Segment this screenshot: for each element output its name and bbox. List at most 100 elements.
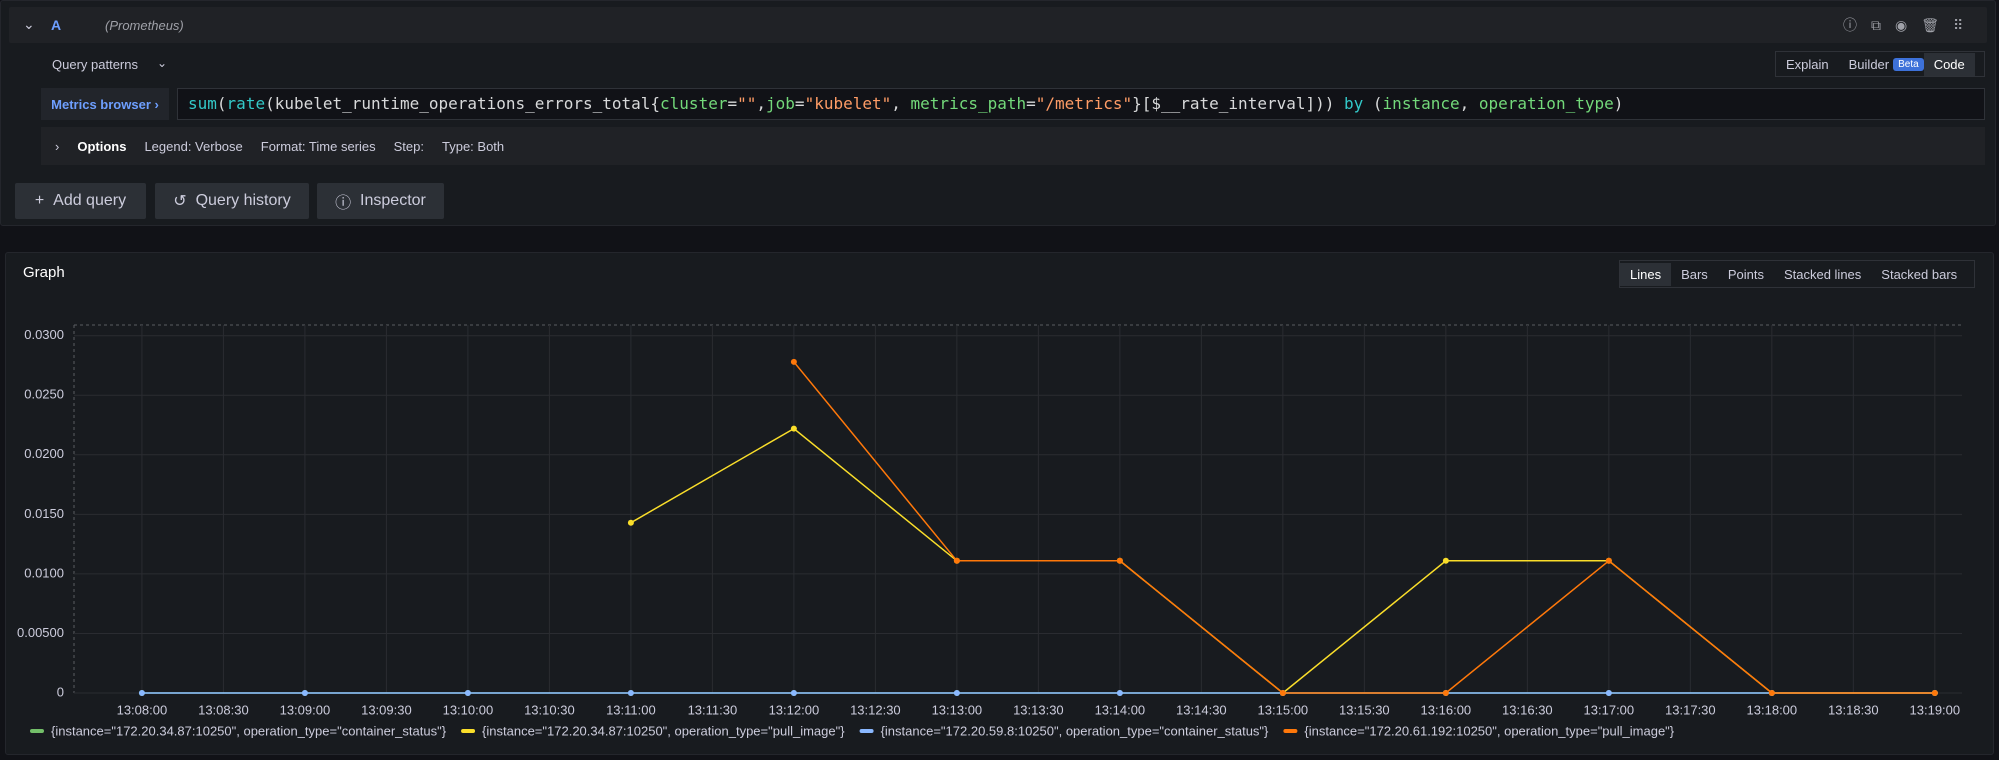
query-token: by — [1344, 94, 1364, 113]
data-point — [953, 690, 960, 696]
query-token: "/metrics" — [1035, 94, 1133, 113]
graph-mode[interactable]: Lines — [1620, 262, 1672, 286]
query-token: operation_type — [1478, 94, 1614, 113]
x-tick-label: 13:14:00 — [1095, 702, 1146, 717]
option: Step: — [393, 138, 424, 154]
metrics-browser[interactable]: Metrics browser › — [41, 88, 169, 120]
query-token: cluster — [660, 94, 728, 113]
button-label: Add query — [53, 192, 127, 209]
query-input[interactable]: sum(rate(kubelet_runtime_operations_erro… — [177, 88, 1985, 120]
data-point — [1279, 690, 1286, 696]
query-token: , — [1459, 94, 1479, 113]
option: Type: Both — [441, 138, 505, 154]
data-point — [1442, 690, 1449, 696]
x-tick-label: 13:18:30 — [1828, 702, 1879, 717]
query-patterns[interactable]: Query patterns — [52, 57, 138, 72]
query-token: rate — [226, 94, 266, 113]
dropdown-icon: ⌄ — [157, 56, 168, 70]
y-tick-label: 0.0150 — [24, 506, 64, 521]
query-token: "" — [737, 94, 757, 113]
query-token: , — [891, 94, 911, 113]
datasource: (Prometheus) — [105, 18, 184, 33]
y-tick-label: 0.0250 — [24, 387, 64, 402]
metrics-browser-label: Metrics browser — [51, 96, 151, 112]
mode-builder[interactable]: Builder — [1848, 56, 1890, 72]
x-tick-label: 13:13:30 — [1013, 702, 1064, 717]
query-header: ⌄ A (Prometheus) ⓘ⧉◉🗑⠿ — [9, 7, 1987, 43]
inspector-button[interactable]: ⓘ Inspector — [317, 183, 444, 219]
query-token: = — [794, 94, 805, 113]
query-token: }[$__rate_interval])) — [1132, 94, 1345, 113]
legend-label: {instance="172.20.34.87:10250", operatio… — [482, 723, 845, 738]
query-history-button[interactable]: ↺ Query history — [155, 183, 309, 219]
x-tick-label: 13:15:30 — [1339, 702, 1390, 717]
data-point — [790, 690, 797, 696]
data-point — [953, 557, 960, 564]
y-tick-label: 0.0300 — [24, 327, 64, 342]
x-tick-label: 13:08:30 — [198, 702, 249, 717]
graph-panel: Graph Lines Bars Points Stacked lines St… — [5, 252, 1994, 755]
legend-swatch — [859, 729, 874, 733]
data-point — [138, 690, 145, 696]
graph-title: Graph — [23, 264, 65, 281]
x-tick-label: 13:14:30 — [1176, 702, 1227, 717]
graph-mode[interactable]: Stacked bars — [1881, 266, 1958, 282]
query-editor: ⌄ A (Prometheus) ⓘ⧉◉🗑⠿ Query patterns ⌄ … — [0, 0, 1996, 226]
x-tick-label: 13:13:00 — [932, 702, 983, 717]
legend-swatch — [461, 729, 476, 733]
x-tick-label: 13:09:00 — [280, 702, 331, 717]
query-token: (kubelet_runtime_operations_errors_total… — [265, 94, 661, 113]
x-tick-label: 13:17:00 — [1584, 702, 1635, 717]
query-token: metrics_path — [910, 94, 1027, 113]
header-icons[interactable]: ⓘ⧉◉🗑⠿ — [1843, 17, 1978, 33]
data-point — [1931, 690, 1938, 696]
x-tick-label: 13:10:00 — [443, 702, 494, 717]
y-tick-label: 0 — [57, 684, 64, 699]
x-tick-label: 13:17:30 — [1665, 702, 1716, 717]
button-label: Query history — [195, 192, 291, 209]
graph-mode[interactable]: Points — [1727, 266, 1764, 282]
data-point — [1605, 690, 1612, 696]
x-tick-label: 13:16:00 — [1421, 702, 1472, 717]
data-point — [1605, 557, 1612, 564]
query-ref: A — [51, 17, 62, 33]
graph-mode[interactable]: Stacked lines — [1783, 266, 1862, 282]
query-token: ) — [1613, 94, 1624, 113]
y-tick-label: 0.0200 — [24, 446, 64, 461]
x-tick-label: 13:08:00 — [117, 702, 168, 717]
query-token: = — [1026, 94, 1036, 113]
query-token: , — [756, 94, 767, 113]
x-tick-label: 13:15:00 — [1258, 702, 1309, 717]
query-token: ( — [216, 94, 227, 113]
legend-swatch — [30, 729, 44, 733]
data-point — [627, 690, 634, 696]
series-line — [793, 361, 1935, 694]
x-tick-label: 13:12:00 — [769, 702, 820, 717]
x-tick-label: 13:10:30 — [524, 702, 575, 717]
beta-badge: Beta — [1893, 57, 1924, 71]
data-point — [301, 690, 308, 696]
chevron: › — [55, 138, 60, 154]
mode-explain[interactable]: Explain — [1786, 56, 1829, 72]
y-tick-label: 0.0100 — [24, 565, 64, 580]
query-token: "kubelet" — [804, 94, 892, 113]
data-point — [790, 358, 797, 365]
query-token: ( — [1363, 94, 1383, 113]
y-tick-label: 0.00500 — [17, 625, 64, 640]
add-query-button[interactable]: + Add query — [15, 183, 146, 219]
legend-swatch — [1283, 729, 1298, 733]
mode-toggle: Explain Builder Beta Code — [1775, 51, 1985, 77]
option: Legend: Verbose — [144, 138, 243, 154]
x-tick-label: 13:11:30 — [688, 702, 738, 717]
legend-label: {instance="172.20.34.87:10250", operatio… — [51, 723, 447, 738]
legend-label: {instance="172.20.61.192:10250", operati… — [1304, 723, 1674, 738]
collapse-icon[interactable]: ⌄ — [23, 16, 35, 32]
data-point — [464, 690, 471, 696]
data-point — [627, 519, 634, 526]
graph-mode[interactable]: Bars — [1681, 266, 1708, 282]
query-token: job — [766, 94, 795, 113]
options-row[interactable]: › Options Legend: Verbose Format: Time s… — [41, 127, 1985, 165]
data-point — [1768, 690, 1775, 696]
x-tick-label: 13:16:30 — [1502, 702, 1553, 717]
mode-code[interactable]: Code — [1923, 52, 1975, 76]
